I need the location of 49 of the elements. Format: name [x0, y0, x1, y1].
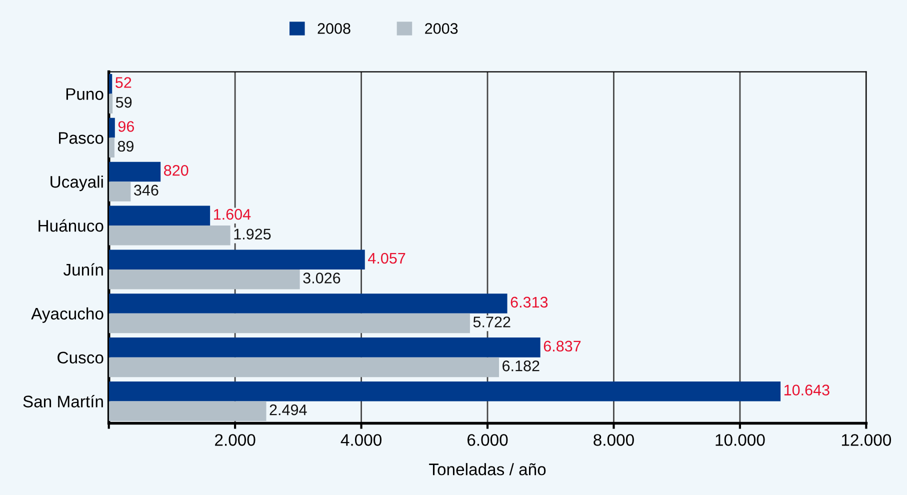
x-tick-label: 2.000 — [215, 434, 256, 446]
bar — [108, 182, 131, 202]
bar — [108, 118, 115, 138]
bar — [108, 226, 230, 246]
bar — [108, 162, 161, 182]
y-tick-label: San Martín — [23, 395, 103, 408]
y-tick-label: Junín — [63, 263, 103, 276]
data-label: 1.604 — [214, 208, 251, 220]
bar — [108, 313, 470, 334]
data-label: 5.722 — [473, 316, 510, 328]
data-label: 1.925 — [234, 228, 271, 240]
bar — [108, 269, 300, 290]
x-tick-label: 8.000 — [594, 434, 634, 446]
data-label: 3.026 — [303, 272, 340, 284]
data-label: 10.643 — [784, 384, 830, 396]
bar — [108, 206, 210, 226]
data-label: 6.313 — [510, 296, 548, 308]
bar — [108, 401, 266, 422]
bar — [108, 250, 365, 270]
data-label: 346 — [134, 184, 158, 196]
data-label: 6.182 — [502, 360, 540, 372]
bar — [108, 94, 113, 114]
y-tick-label: Ucayali — [50, 176, 103, 192]
bar — [108, 294, 508, 314]
bar — [108, 74, 112, 94]
data-label: 820 — [164, 165, 188, 176]
bar — [108, 381, 781, 402]
data-label: 2.494 — [270, 404, 307, 416]
y-tick-label: Cusco — [58, 352, 104, 364]
data-label: 89 — [118, 140, 134, 152]
y-tick-label: Pasco — [59, 132, 104, 144]
x-tick-label: 10.000 — [716, 434, 765, 446]
bar — [108, 357, 499, 378]
legend-label: 2003 — [425, 23, 458, 34]
data-label: 59 — [116, 96, 132, 108]
legend-label: 2008 — [318, 23, 350, 34]
data-label: 6.837 — [544, 340, 581, 352]
y-tick-label: Ayacucho — [31, 307, 104, 323]
data-label: 4.057 — [368, 252, 406, 264]
data-label: 52 — [116, 77, 132, 88]
data-label: 96 — [118, 121, 134, 132]
y-tick-label: Huánuco — [38, 219, 104, 232]
x-axis-title: Toneladas / año — [429, 463, 546, 476]
x-tick-label: 4.000 — [340, 434, 382, 446]
bar — [108, 138, 114, 158]
bar — [108, 338, 540, 358]
x-tick-label: 12.000 — [842, 434, 892, 446]
x-tick-label: 6.000 — [468, 434, 508, 446]
y-tick-label: Puno — [66, 88, 104, 100]
